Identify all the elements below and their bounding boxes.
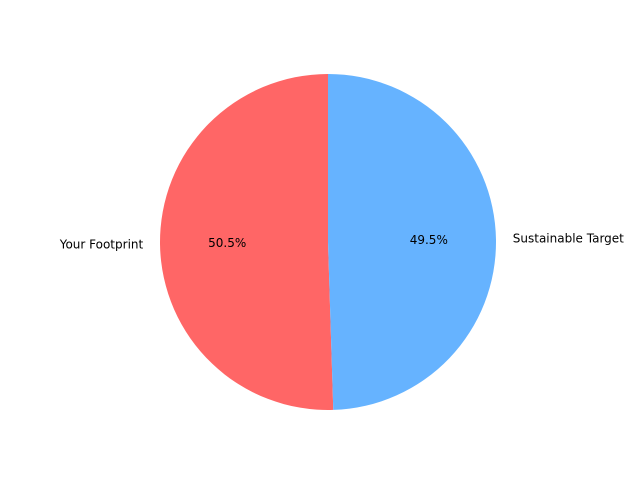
pie-slice-your-footprint bbox=[160, 74, 334, 410]
slice-percent-your-footprint: 50.5% bbox=[208, 236, 246, 250]
slice-label-your-footprint: Your Footprint bbox=[59, 237, 144, 251]
pie-slice-sustainable-target bbox=[328, 74, 497, 410]
pie-labels: Your Footprint 50.5% Sustainable Target 49.… bbox=[59, 232, 624, 252]
slice-percent-sustainable-target: 49.5% bbox=[410, 233, 448, 247]
pie-slices bbox=[160, 74, 497, 410]
slice-label-sustainable-target: Sustainable Target bbox=[513, 232, 624, 246]
